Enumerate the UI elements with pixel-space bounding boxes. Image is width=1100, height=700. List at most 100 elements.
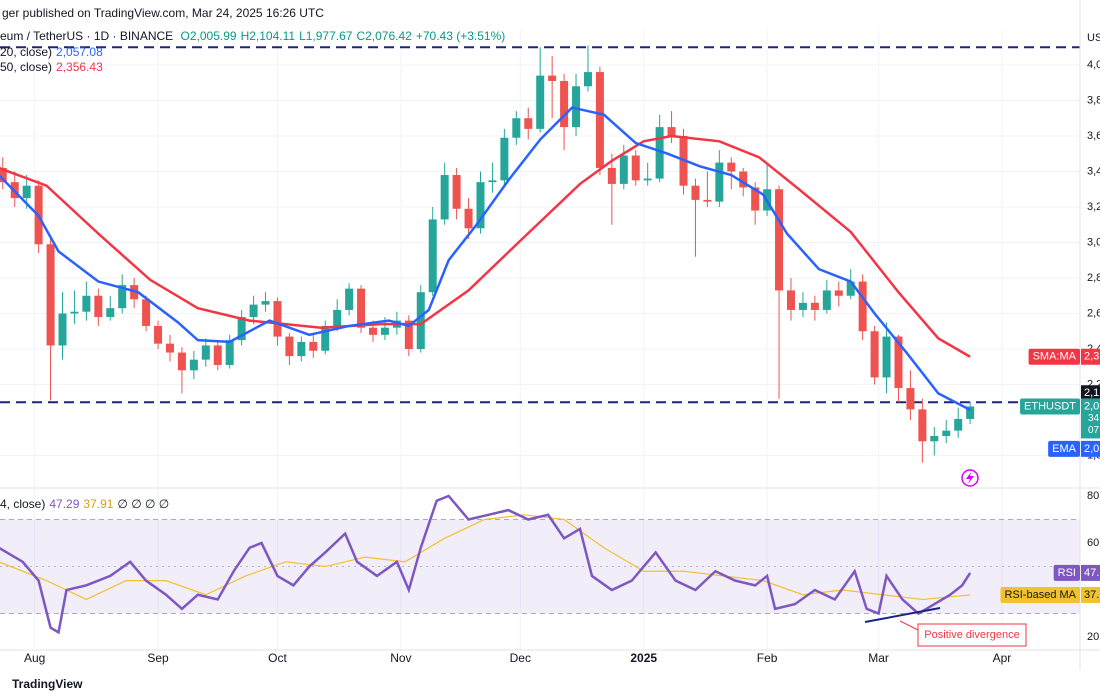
candle-body (142, 299, 151, 326)
candle-body (58, 313, 67, 346)
candle-body (321, 325, 330, 351)
candle-body (595, 72, 604, 168)
tag-value-box (1081, 564, 1100, 581)
symbol-line: eum / TetherUS · 1D · BINANCE O2,005.99 H… (0, 29, 509, 43)
x-tick-label: Sep (147, 651, 169, 665)
indicator-value: 37.91 (83, 497, 114, 511)
rsi-pane (0, 494, 1080, 635)
candle-body (572, 86, 581, 128)
published: ger published on TradingView.com, Mar 24… (2, 6, 324, 20)
indicator-line (0, 494, 972, 635)
candle-body (786, 290, 795, 310)
y-tick-label: 2,8 (1087, 272, 1100, 284)
x-tick-label: Dec (510, 651, 531, 665)
sma-legend: 50, close) 2,356.43 (0, 60, 107, 74)
tag-name: RSI (1058, 567, 1076, 579)
candle-body (846, 281, 855, 296)
ohlc-value: O2,005.99 (180, 29, 237, 43)
y-tick-label: 3,6 (1087, 130, 1100, 142)
indicator-line (0, 514, 971, 601)
tag-name: ETHUSDT (1024, 400, 1076, 412)
candle-body (715, 162, 724, 202)
indicator-name[interactable]: 4, close) (0, 497, 46, 511)
tag-name-box (1048, 440, 1080, 457)
candle-body (524, 118, 533, 129)
candle-body (536, 75, 545, 129)
tag-name: EMA (1052, 443, 1077, 455)
alert-icon[interactable] (961, 469, 979, 487)
ema-legend: 20, close) 2,057.08 (0, 45, 107, 59)
candle-body (703, 199, 712, 202)
candle-body (213, 345, 222, 365)
candle-body (966, 406, 975, 419)
y-tick-label: 3,0 (1087, 236, 1100, 248)
tag-name-box (1020, 398, 1080, 415)
candle-body (416, 292, 425, 350)
candle-body (201, 345, 210, 360)
tag-value: 2,3 (1084, 351, 1099, 363)
ohlc-value: L1,977.67 (299, 29, 353, 43)
candle-body (858, 281, 867, 332)
candle-body (607, 167, 616, 184)
candle-body (237, 317, 246, 341)
candle-body (154, 325, 163, 344)
tag-value-box (1081, 348, 1100, 365)
candle-body (165, 343, 174, 353)
tag-name: SMA:MA (1033, 351, 1077, 363)
candle-body (380, 327, 389, 335)
candle-body (560, 80, 569, 128)
x-tick-label: Feb (757, 651, 778, 665)
divergence-line (864, 607, 941, 623)
candle-body (643, 178, 652, 181)
tag-name-box (1028, 348, 1080, 365)
candle-body (775, 189, 784, 291)
candle-body (488, 180, 497, 183)
tag-value: 47. (1084, 567, 1099, 579)
candle-body (464, 208, 473, 229)
indicator-name[interactable]: 20, close) (0, 45, 53, 59)
candle-body (118, 285, 127, 309)
tag-value: 2,0 (1084, 443, 1099, 455)
indicator-name[interactable]: 50, close) (0, 60, 53, 74)
candle-body (177, 352, 186, 371)
symbol[interactable]: eum / TetherUS · 1D · BINANCE (0, 29, 174, 43)
tag-value: 2,0 (1084, 400, 1099, 412)
candle-body (918, 409, 927, 442)
published-line: ger published on TradingView.com, Mar 24… (2, 6, 328, 20)
candle-body (357, 288, 366, 328)
ohlc-value: H2,104.11 (240, 29, 296, 43)
ohlc-change: +70.43 (+3.51%) (415, 29, 506, 43)
ohlc-value: C2,076.42 (356, 29, 412, 43)
y-tick-label: 3,4 (1087, 165, 1100, 177)
candle-body (727, 162, 736, 172)
candle-body (404, 320, 413, 350)
y-tick-label: 2,6 (1087, 307, 1100, 319)
candle-body (261, 301, 270, 305)
annotation-connector (899, 620, 919, 631)
y-tick-label: 3,2 (1087, 201, 1100, 213)
candle-body (428, 219, 437, 293)
tag-value-box (1081, 440, 1100, 457)
tag-value-box (1081, 586, 1100, 603)
y-tick-label: 60.00 (1087, 537, 1100, 549)
candle-body (94, 295, 103, 318)
candle-body (942, 430, 951, 436)
candle-body (810, 302, 819, 310)
candle-body (882, 336, 891, 378)
price-axis-unit: US (1087, 32, 1100, 44)
candle-body (822, 290, 831, 310)
candle-body (440, 175, 449, 220)
candle-body (930, 435, 939, 442)
indicator-line (0, 134, 971, 358)
tag-name: RSI-based MA (1004, 589, 1076, 601)
y-tick-label: 80.00 (1087, 490, 1100, 502)
candle-body (225, 340, 234, 365)
y-tick-label: 3,8 (1087, 94, 1100, 106)
price-tag: RSI 47. (1053, 564, 1100, 581)
candle-body (512, 118, 521, 138)
background-layer (0, 30, 1080, 650)
y-tick-label: 20.00 (1087, 631, 1100, 643)
price-tag: SMA:MA 2,3 (1028, 348, 1100, 365)
candle-body (369, 327, 378, 335)
